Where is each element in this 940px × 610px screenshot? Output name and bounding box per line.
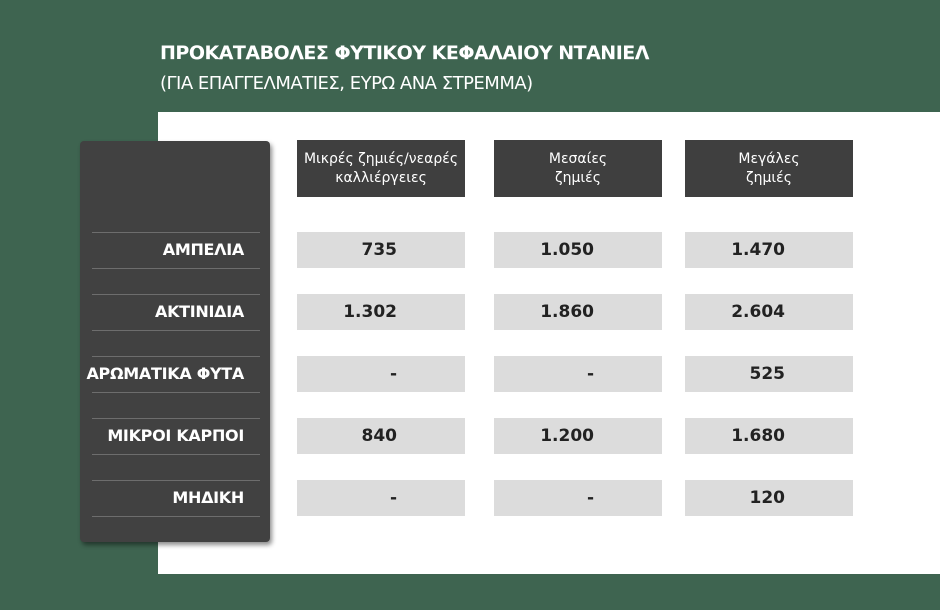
separator xyxy=(92,480,260,481)
table-cell: 1.302 xyxy=(297,294,465,330)
column-header: Μεγάλες ζημιές xyxy=(685,140,853,197)
separator xyxy=(92,232,260,233)
separator xyxy=(92,356,260,357)
table-cell: 1.680 xyxy=(685,418,853,454)
row-label: ΑΡΩΜΑΤΙΚΑ ΦΥΤΑ xyxy=(86,364,244,383)
title: ΠΡΟΚΑΤΑΒΟΛΕΣ ΦΥΤΙΚΟΥ ΚΕΦΑΛΑΙΟΥ ΝΤΑΝΙΕΛ xyxy=(160,42,649,64)
row-label: ΜΙΚΡΟΙ ΚΑΡΠΟΙ xyxy=(107,426,244,445)
separator xyxy=(92,454,260,455)
row-label: ΜΗΔΙΚΗ xyxy=(172,488,244,507)
subtitle: (ΓΙΑ ΕΠΑΓΓΕΛΜΑΤΙΕΣ, ΕΥΡΩ ΑΝΑ ΣΤΡΕΜΜΑ) xyxy=(160,73,533,94)
table-cell: 840 xyxy=(297,418,465,454)
table-cell: 525 xyxy=(685,356,853,392)
table-cell: 1.050 xyxy=(494,232,662,268)
table-cell: - xyxy=(494,480,662,516)
separator xyxy=(92,418,260,419)
column-header-line: Μεγάλες xyxy=(738,151,800,167)
table-cell: 120 xyxy=(685,480,853,516)
column-header-line: καλλιέργειες xyxy=(335,170,427,186)
column-header: Μεσαίες ζημιές xyxy=(494,140,662,197)
column-header-line: Μεσαίες xyxy=(548,151,608,167)
column-header-line: Μικρές ζημιές/νεαρές xyxy=(303,151,459,167)
row-label: ΑΚΤΙΝΙΔΙΑ xyxy=(154,302,244,321)
table-cell: 1.200 xyxy=(494,418,662,454)
separator xyxy=(92,392,260,393)
column-header-line: ζημιές xyxy=(746,170,792,186)
table-cell: 2.604 xyxy=(685,294,853,330)
row-label: ΑΜΠΕΛΙΑ xyxy=(162,240,245,259)
separator xyxy=(92,330,260,331)
table-cell: - xyxy=(494,356,662,392)
table-cell: 1.470 xyxy=(685,232,853,268)
table-cell: - xyxy=(297,356,465,392)
column-header-line: ζημιές xyxy=(555,170,601,186)
separator xyxy=(92,268,260,269)
separator xyxy=(92,294,260,295)
column-header: Μικρές ζημιές/νεαρές καλλιέργειες xyxy=(297,140,465,197)
table-cell: 735 xyxy=(297,232,465,268)
table-cell: 1.860 xyxy=(494,294,662,330)
separator xyxy=(92,516,260,517)
table-cell: - xyxy=(297,480,465,516)
row-label-panel xyxy=(80,141,270,542)
